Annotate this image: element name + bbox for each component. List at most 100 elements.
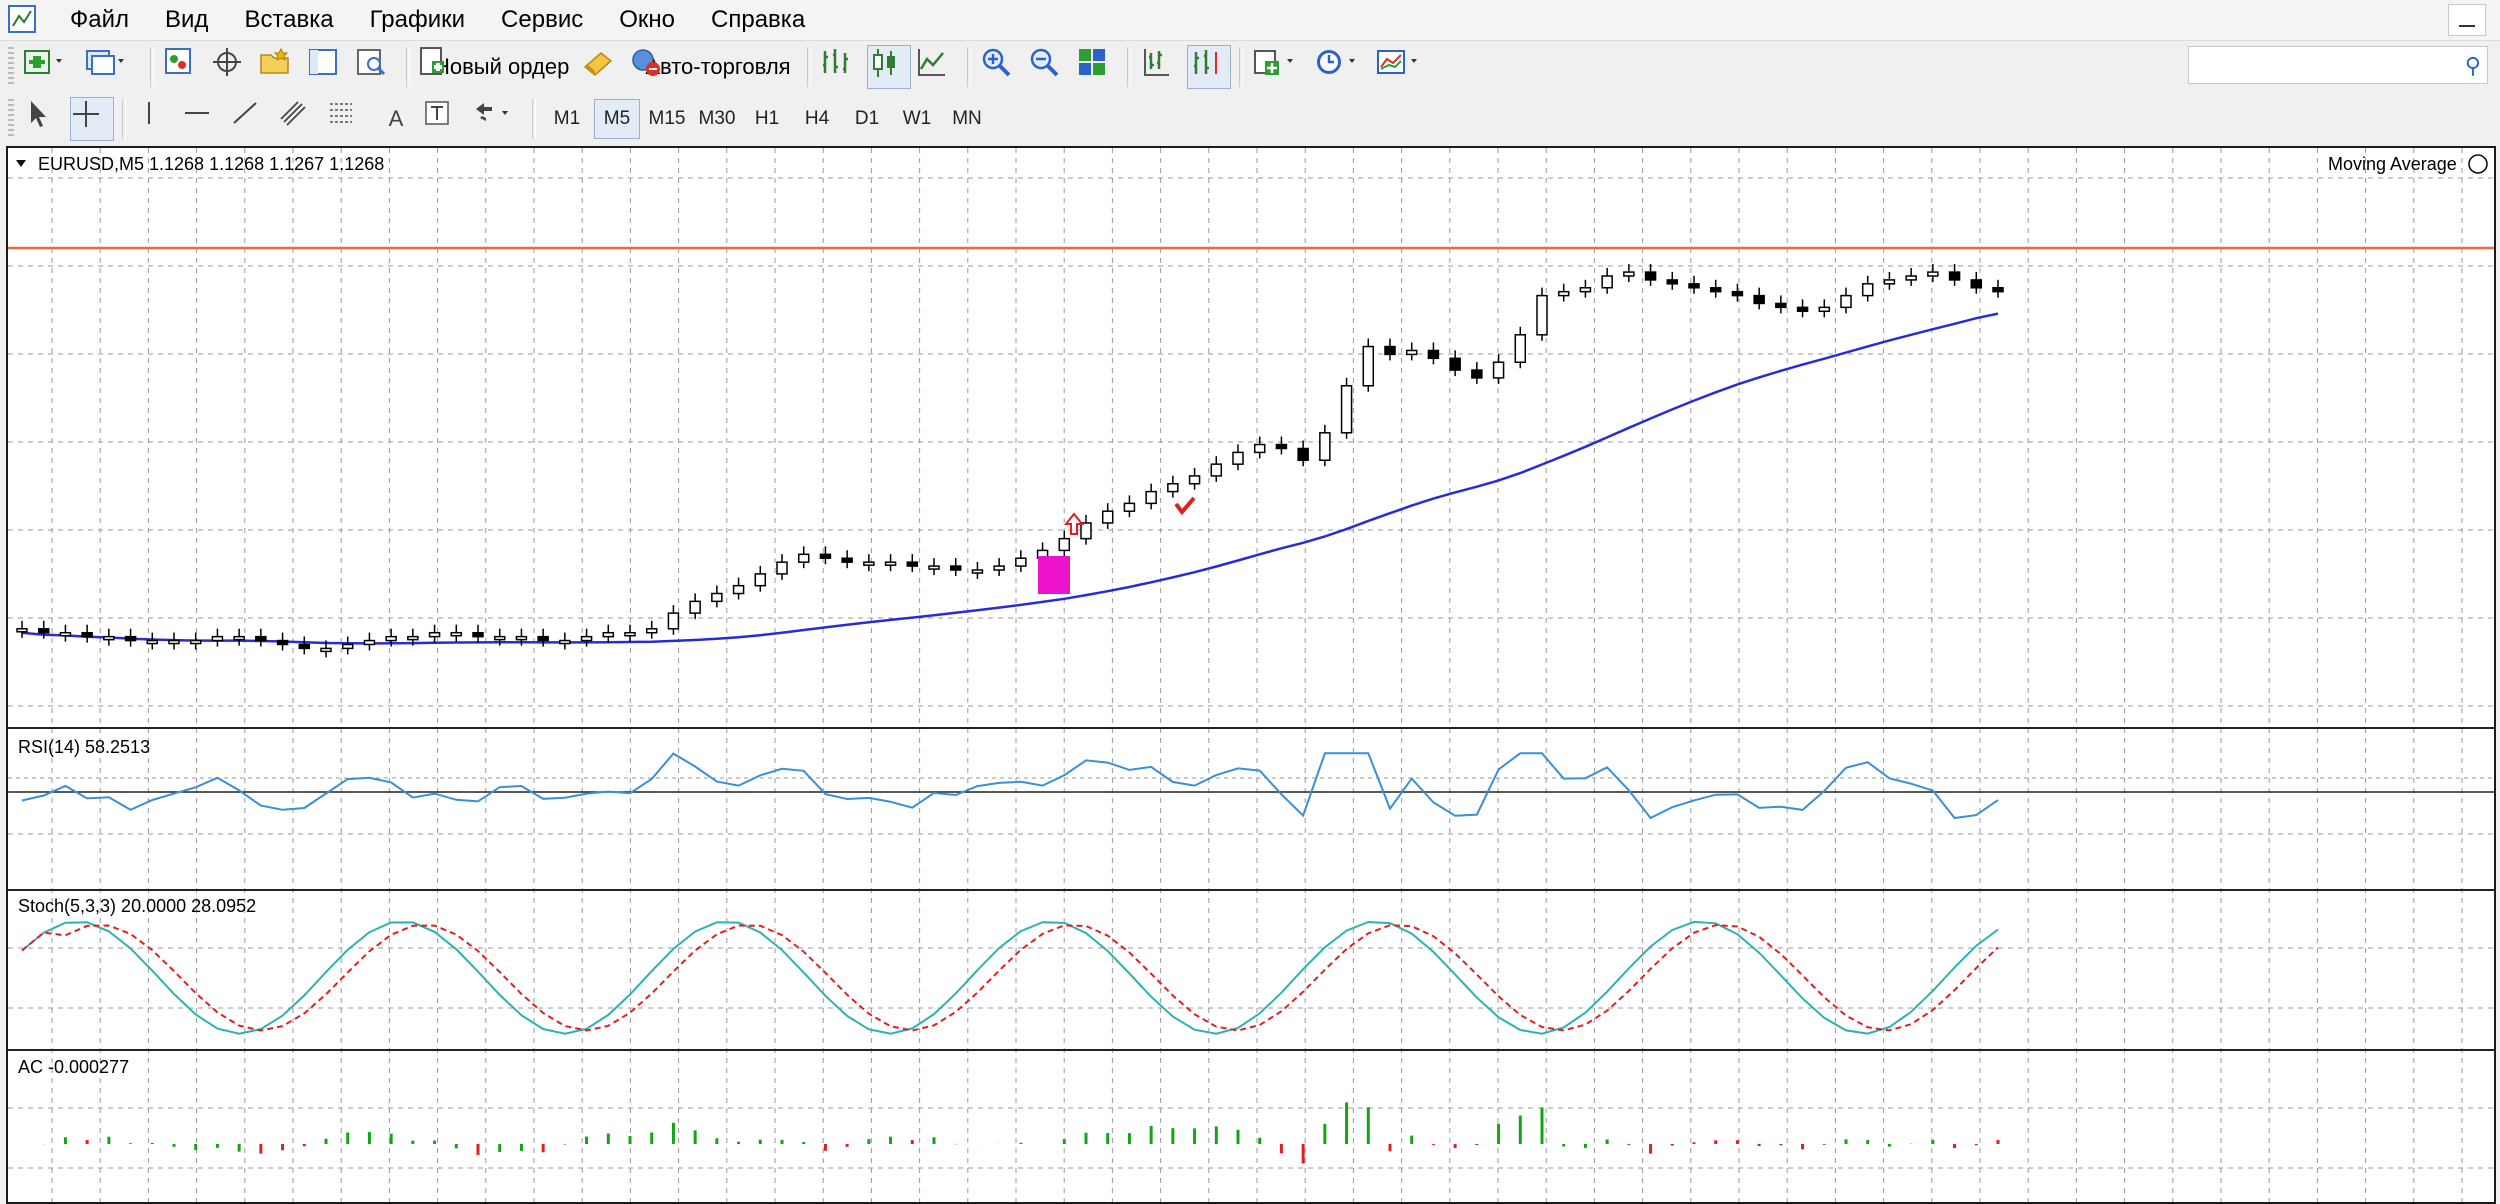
candlestick-button[interactable]: [866, 45, 911, 89]
candle-body: [1688, 283, 1700, 289]
new-order-icon: [420, 47, 444, 75]
candle-body: [515, 635, 528, 641]
candle-body: [1015, 557, 1027, 567]
timeframe-mn[interactable]: MN: [952, 108, 982, 129]
navigator-button[interactable]: [258, 45, 302, 89]
check-mark-icon[interactable]: [1174, 496, 1196, 516]
candle-body: [168, 639, 180, 645]
symbol-dropdown-icon[interactable]: [16, 160, 26, 167]
chart-grid: [8, 148, 2494, 1202]
text-label-button[interactable]: [422, 97, 466, 141]
candle-body: [255, 635, 267, 642]
cursor-button[interactable]: [22, 97, 66, 141]
chart-shift-button[interactable]: [1139, 45, 1183, 89]
periods-button[interactable]: [1313, 45, 1371, 89]
chart-canvas[interactable]: EURUSD,M5 1.1268 1.1268 1.1267 1.1268 Mo…: [8, 148, 2494, 1202]
timeframe-h1[interactable]: H1: [754, 108, 780, 129]
timeframe-m5[interactable]: M5: [594, 99, 640, 139]
templates-button[interactable]: [1375, 45, 1433, 89]
profiles-button[interactable]: [84, 45, 142, 89]
candle-body: [146, 639, 159, 645]
candle-body: [59, 631, 72, 637]
candle-body: [819, 553, 832, 559]
order-marker[interactable]: [1038, 556, 1070, 594]
menu-charts[interactable]: Графики: [369, 6, 466, 33]
candle-body: [450, 631, 463, 637]
candle-body: [1861, 283, 1874, 297]
fibonacci-button[interactable]: [326, 97, 370, 141]
vertical-line-button[interactable]: [134, 97, 178, 141]
terminal-icon: [309, 49, 337, 75]
candle-body: [1753, 294, 1765, 305]
trendline-button[interactable]: [230, 97, 274, 141]
strategy-tester-button[interactable]: [354, 45, 398, 89]
terminal-button[interactable]: [306, 45, 350, 89]
candle-body: [472, 631, 484, 638]
new-chart-button[interactable]: [22, 45, 80, 89]
candle-body: [16, 628, 28, 633]
timeframe-m15[interactable]: M15: [648, 108, 686, 129]
candle-body: [1579, 287, 1592, 293]
data-window-button[interactable]: [210, 45, 254, 89]
tester-icon: [357, 49, 386, 76]
timeframe-w1[interactable]: W1: [902, 108, 932, 129]
menu-window[interactable]: Окно: [619, 6, 676, 33]
candle-body: [233, 635, 245, 641]
toolbar-separator: [1126, 47, 1131, 87]
minimize-button[interactable]: [2448, 4, 2486, 36]
crosshair-button[interactable]: [70, 97, 114, 141]
search-icon[interactable]: ⚲: [2464, 53, 2481, 78]
candle-body: [1188, 475, 1201, 485]
candle-body: [732, 584, 745, 595]
app-icon[interactable]: [6, 2, 42, 38]
sad-face-icon[interactable]: [2468, 154, 2488, 174]
indicator-label[interactable]: Moving Average: [2328, 154, 2457, 174]
candle-body: [993, 565, 1005, 571]
menu-insert[interactable]: Вставка: [244, 6, 334, 33]
timeframe-d1[interactable]: D1: [854, 108, 880, 129]
chart-window[interactable]: EURUSD,M5 1.1268 1.1268 1.1267 1.1268 Mo…: [6, 146, 2496, 1204]
menu-help[interactable]: Справка: [711, 6, 806, 33]
fibonacci-icon: [330, 103, 352, 123]
timeframe-h4[interactable]: H4: [804, 108, 830, 129]
candle-body: [1992, 287, 2004, 293]
toolbar-separator: [406, 47, 410, 87]
menu-file[interactable]: Файл: [70, 6, 130, 33]
candle-body: [363, 639, 376, 646]
candle-body: [906, 561, 919, 567]
market-watch-icon: [165, 48, 191, 74]
metaeditor-button[interactable]: [581, 45, 625, 89]
autoscroll-button[interactable]: [1186, 45, 1231, 89]
line-chart-button[interactable]: [915, 45, 959, 89]
toolbar-grip[interactable]: [8, 99, 14, 139]
menu-view[interactable]: Вид: [165, 6, 209, 33]
new-chart-icon: [24, 50, 62, 74]
tile-windows-button[interactable]: [1075, 45, 1119, 89]
horizontal-line-button[interactable]: [182, 97, 226, 141]
zoom-out-button[interactable]: [1027, 45, 1071, 89]
auto-trading-button[interactable]: Авто-торговля: [629, 45, 798, 89]
candle-body: [124, 635, 137, 642]
timeframe-m30[interactable]: M30: [698, 108, 736, 129]
equidistant-channel-button[interactable]: [278, 97, 322, 141]
toolbar-grip[interactable]: [8, 47, 14, 87]
autoscroll-icon: [1193, 50, 1217, 74]
moving-average-line: [21, 312, 1999, 645]
text-button[interactable]: A: [374, 97, 418, 141]
search-input[interactable]: ⚲: [2188, 46, 2488, 84]
menu-tools[interactable]: Сервис: [501, 6, 584, 33]
candle-body: [841, 557, 853, 563]
candle-body: [1601, 275, 1613, 289]
symbol-header: EURUSD,M5 1.1268 1.1268 1.1267 1.1268: [38, 154, 384, 174]
new-order-button[interactable]: Новый ордер: [418, 45, 577, 89]
zoom-in-button[interactable]: [979, 45, 1023, 89]
timeframe-m1[interactable]: M1: [553, 108, 581, 129]
candle-body: [428, 631, 441, 638]
market-watch-button[interactable]: [162, 45, 206, 89]
trendline-icon: [233, 102, 257, 124]
buy-arrow-icon[interactable]: [1063, 512, 1085, 535]
candle-body: [928, 565, 940, 570]
arrows-button[interactable]: [470, 97, 524, 141]
bar-chart-button[interactable]: [819, 45, 863, 89]
indicators-button[interactable]: [1251, 45, 1309, 89]
